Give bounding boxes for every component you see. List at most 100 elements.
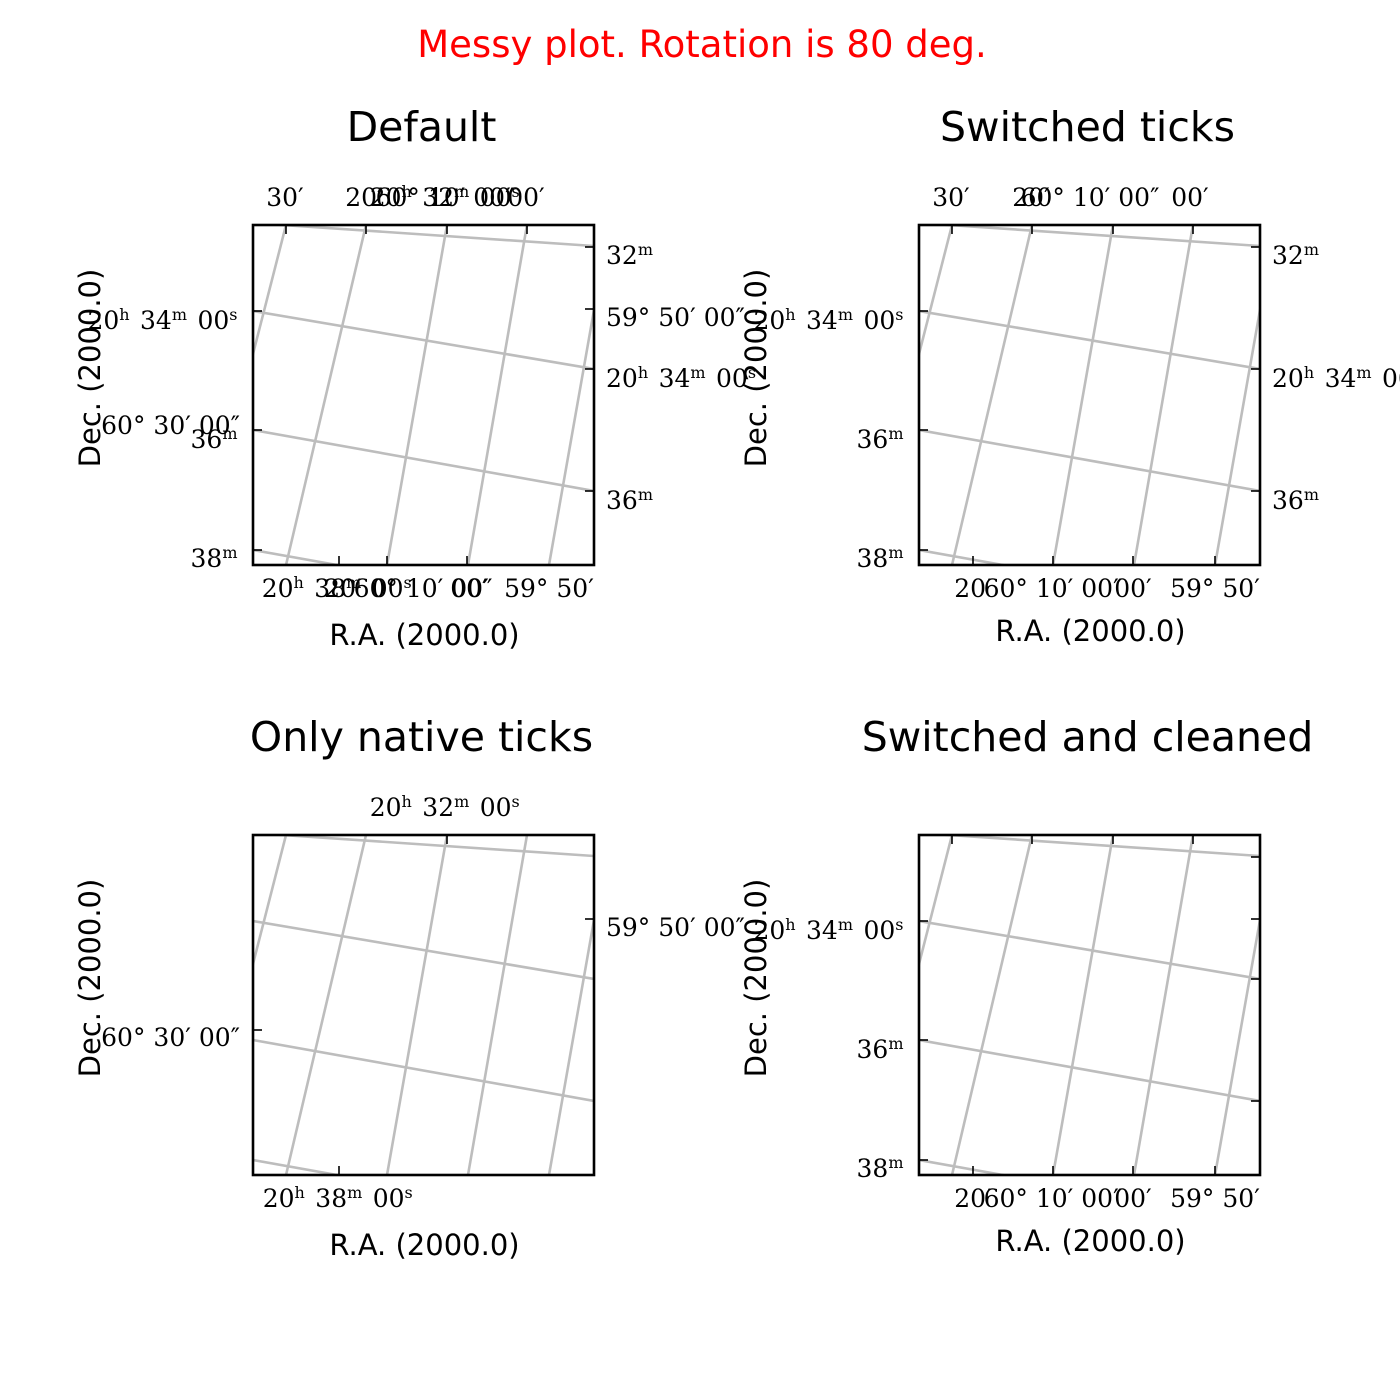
tick-label-top: 60° 10′ 00″ <box>376 183 515 212</box>
grid-line-dec <box>919 428 1260 493</box>
tick-label-bottom: 00′ <box>450 574 488 603</box>
tick-label-top: 20h 32m 00s <box>370 182 523 212</box>
plot-frame <box>917 223 1262 567</box>
tick-label-right: 36m <box>1272 485 1321 515</box>
tick-label-bottom: 59° 50′ <box>504 574 594 603</box>
y-axis-label: Dec. (2000.0) <box>73 879 107 1078</box>
grid-line-dec <box>929 225 1260 248</box>
x-axis-label: R.A. (2000.0) <box>329 1228 519 1262</box>
grid-line-dec <box>919 919 1260 981</box>
grid-lines <box>919 835 1260 1175</box>
grid-lines <box>253 835 594 1175</box>
grid-line-ra <box>284 225 368 565</box>
grid-line-dec <box>919 309 1260 371</box>
plot-frame <box>917 833 1262 1177</box>
grid-line-ra <box>1132 225 1195 565</box>
panel-title: Default <box>347 103 497 151</box>
tick-label-bottom: 00′ <box>1114 574 1152 603</box>
tick-label-right: 32m <box>1272 240 1321 270</box>
tick-label-bottom: 60° 10′ 00″ <box>984 574 1123 603</box>
grid-line-ra <box>547 302 594 565</box>
x-axis-label: R.A. (2000.0) <box>995 1224 1185 1258</box>
tick-label-bottom: 00′ <box>1114 1184 1152 1213</box>
tick-label-left: 60° 30′ 00″ <box>101 411 240 440</box>
grid-line-ra <box>1051 835 1115 1175</box>
tick-label-left: 36m <box>857 424 906 454</box>
tick-label-left: 20h 34m 00s <box>753 305 906 335</box>
tick-label-right: 20h 34m 00s <box>1272 363 1400 393</box>
tick-label-top: 00′ <box>507 183 545 212</box>
panel-3: Only native ticks 20h 32m 00s 20h 38m 00s… <box>73 713 745 1262</box>
tick-label-bottom: 20h 38m 00s <box>263 1183 416 1213</box>
grid-line-dec <box>253 919 594 981</box>
tick-label-top: 60° 10′ 00″ <box>1021 183 1160 212</box>
tick-label-left: 60° 30′ 00″ <box>101 1023 240 1052</box>
grid-line-ra <box>466 835 529 1175</box>
tick-label-left: 36m <box>191 424 240 454</box>
grid-line-ra <box>253 835 288 970</box>
y-axis-label: Dec. (2000.0) <box>739 879 773 1078</box>
tick-label-right: 20h 34m 00s <box>606 363 759 393</box>
tick-label-top: 30′ <box>266 183 304 212</box>
tick-label-top: 30′ <box>932 183 970 212</box>
tick-label-bottom: 20′ <box>954 1184 992 1213</box>
grid-line-dec <box>929 835 1260 858</box>
plot-frame <box>251 833 596 1177</box>
tick-label-left: 20h 34m 00s <box>87 305 240 335</box>
tick-label-right: 59° 50′ 00″ <box>606 303 745 332</box>
grid-line-dec <box>253 548 345 565</box>
tick-label-top: 20′ <box>1012 183 1050 212</box>
grid-line-ra <box>919 835 954 970</box>
grid-line-ra <box>253 225 288 360</box>
tick-label-bottom: 59° 50′ <box>1170 574 1260 603</box>
grid-line-ra <box>1132 835 1195 1175</box>
x-axis-label: R.A. (2000.0) <box>329 618 519 652</box>
tick-label-left: 38m <box>191 543 240 573</box>
grid-line-ra <box>385 835 449 1175</box>
grid-line-dec <box>919 548 1011 565</box>
grid-line-dec <box>919 1158 1011 1175</box>
tick-label-left: 36m <box>857 1034 906 1064</box>
grid-line-ra <box>1213 302 1260 565</box>
grid-line-ra <box>1213 912 1260 1175</box>
grid-line-ra <box>919 225 954 360</box>
grid-line-dec <box>919 1038 1260 1103</box>
grid-line-dec <box>253 428 594 493</box>
grid-line-ra <box>950 835 1034 1175</box>
grid-line-dec <box>253 1158 345 1175</box>
tick-label-bottom: 20h 38m 00s <box>262 573 415 603</box>
y-axis-label: Dec. (2000.0) <box>73 269 107 468</box>
grid-lines <box>919 225 1260 565</box>
grid-line-ra <box>950 225 1034 565</box>
panel-4: Switched and cleaned 20′60° 10′ 00″00′ 59°… <box>739 713 1313 1258</box>
tick-label-top: 20′ <box>345 183 383 212</box>
grid-lines <box>253 225 594 565</box>
tick-label-left: 38m <box>857 1153 906 1183</box>
tick-label-top: 00′ <box>1171 183 1209 212</box>
tick-label-top: 20h 32m 00s <box>370 792 523 822</box>
tick-label-bottom: 20′ <box>954 574 992 603</box>
grid-line-dec <box>253 309 594 371</box>
grid-line-dec <box>263 225 594 248</box>
grid-line-ra <box>466 225 529 565</box>
tick-label-bottom: 20′ <box>324 574 362 603</box>
tick-label-left: 38m <box>857 543 906 573</box>
panel-title: Switched ticks <box>940 103 1235 151</box>
figure-suptitle: Messy plot. Rotation is 80 deg. <box>417 23 987 66</box>
x-axis-label: R.A. (2000.0) <box>995 614 1185 648</box>
tick-label-bottom: 60° 10′ 00″ <box>354 574 493 603</box>
plot-frame <box>251 223 596 567</box>
tick-label-left: 20h 34m 00s <box>753 915 906 945</box>
tick-label-bottom: 59° 50′ <box>1170 1184 1260 1213</box>
grid-line-ra <box>385 225 449 565</box>
y-axis-label: Dec. (2000.0) <box>739 269 773 468</box>
tick-label-bottom: 60° 10′ 00″ <box>984 1184 1123 1213</box>
panel-title: Switched and cleaned <box>862 713 1314 761</box>
panel-title: Only native ticks <box>250 713 593 761</box>
tick-label-right: 59° 50′ 00″ <box>606 913 745 942</box>
grid-line-ra <box>547 912 594 1175</box>
